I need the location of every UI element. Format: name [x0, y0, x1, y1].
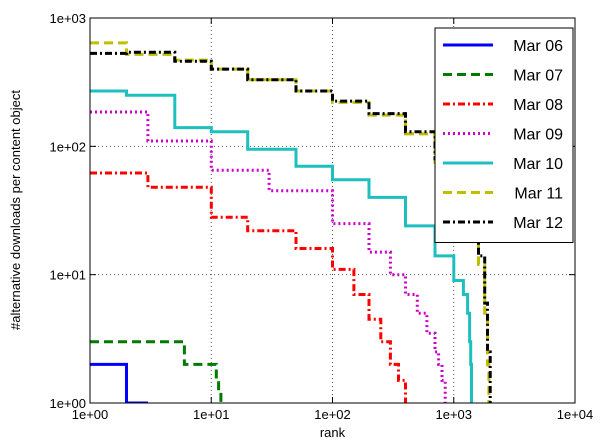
y-tick-label: 1e+00	[49, 396, 86, 411]
legend-label: Mar 12	[513, 215, 563, 232]
legend-label: Mar 09	[513, 127, 563, 144]
x-tick-label: 1e+01	[193, 407, 230, 422]
legend-label: Mar 10	[513, 156, 563, 173]
legend-label: Mar 08	[513, 97, 563, 114]
legend-label: Mar 07	[513, 68, 563, 85]
x-tick-label: 1e+00	[72, 407, 109, 422]
series-line-2	[90, 340, 223, 403]
legend-label: Mar 11	[514, 186, 563, 203]
axis-ticks: 1e+00 1e+01 1e+02 1e+03 1e+04 1e+00 1e+01 1e+02…	[49, 11, 593, 422]
series-line-4	[90, 110, 447, 403]
series-line-7	[90, 50, 492, 403]
x-tick-label: 1e+04	[557, 407, 594, 422]
series-line-1	[90, 362, 148, 403]
series-line-5	[90, 89, 473, 403]
y-tick-label: 1e+03	[49, 11, 86, 26]
series-line-3	[90, 171, 407, 403]
y-tick-label: 1e+01	[49, 268, 86, 283]
legend: Mar 06 Mar 07 Mar 08 Mar 09 Mar 10 Mar 11 Mar …	[434, 27, 574, 243]
x-axis-label: rank	[320, 425, 346, 440]
y-tick-label: 1e+02	[49, 139, 86, 154]
series-lines	[90, 41, 492, 403]
y-axis-label: #alternative downloads per content objec…	[8, 90, 23, 330]
x-tick-label: 1e+03	[435, 407, 472, 422]
series-line-6	[90, 41, 491, 403]
legend-label: Mar 06	[513, 38, 563, 55]
x-tick-label: 1e+02	[314, 407, 351, 422]
legend-box	[434, 27, 574, 243]
